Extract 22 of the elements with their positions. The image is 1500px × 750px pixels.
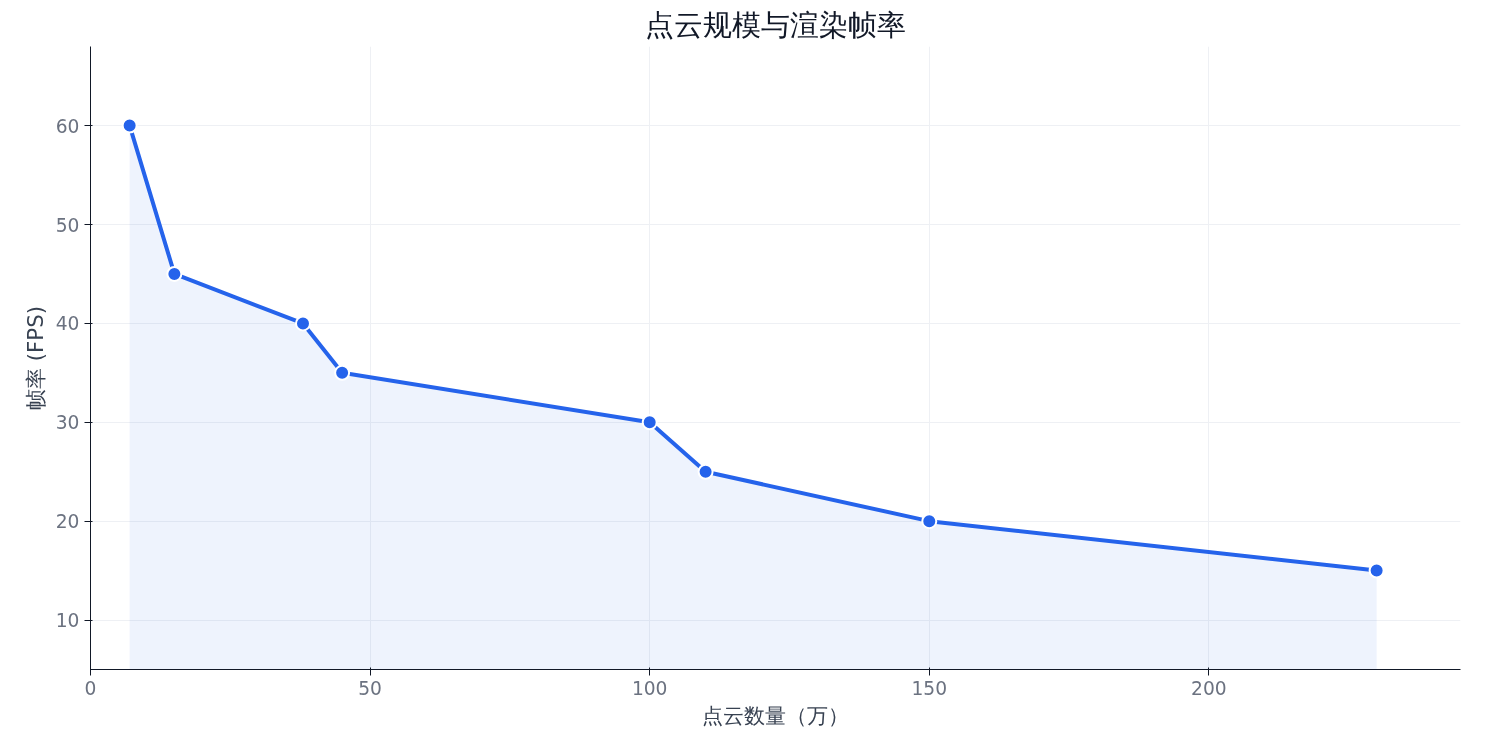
y-tick-label: 10 (55, 610, 80, 632)
x-tick-label: 150 (911, 677, 948, 699)
x-tick-label: 100 (631, 677, 668, 699)
y-tick-label: 30 (55, 412, 80, 434)
point (1368, 562, 1385, 579)
chart-title: 点云规模与渲染帧率 (645, 7, 906, 42)
y-tick-label: 60 (55, 115, 80, 137)
y-tick-label: 20 (55, 511, 80, 533)
point (697, 463, 714, 480)
x-tick-label: 200 (1191, 677, 1227, 699)
point (166, 265, 183, 282)
point (334, 364, 351, 381)
x-tick-label: 0 (84, 677, 97, 699)
x-axis-title: 点云数量（万） (702, 702, 849, 728)
x-tick-label: 50 (358, 677, 382, 699)
point (921, 513, 938, 530)
point (121, 117, 138, 134)
y-tick-label: 40 (55, 313, 80, 335)
point (294, 315, 311, 332)
y-tick-label: 50 (55, 214, 80, 236)
point (641, 414, 658, 431)
y-axis-title: 帧率 (FPS) (22, 305, 48, 411)
